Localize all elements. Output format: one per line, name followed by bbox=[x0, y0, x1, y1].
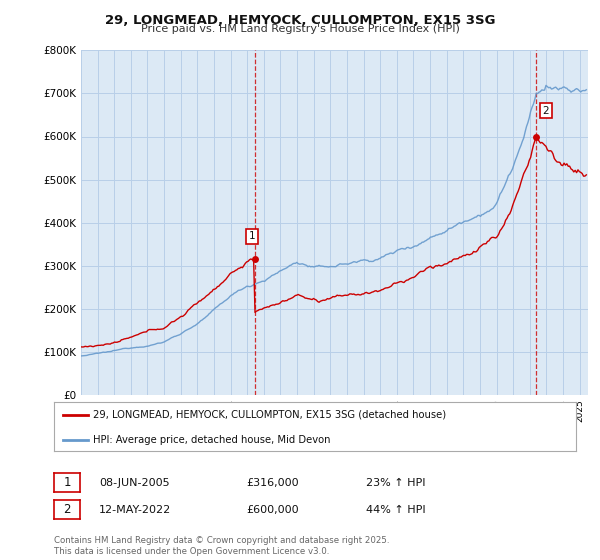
Text: 1: 1 bbox=[249, 231, 256, 241]
Text: 2: 2 bbox=[542, 106, 549, 116]
Text: 2: 2 bbox=[64, 503, 71, 516]
Text: Contains HM Land Registry data © Crown copyright and database right 2025.
This d: Contains HM Land Registry data © Crown c… bbox=[54, 536, 389, 556]
Text: £316,000: £316,000 bbox=[246, 478, 299, 488]
Text: HPI: Average price, detached house, Mid Devon: HPI: Average price, detached house, Mid … bbox=[93, 435, 331, 445]
Text: 29, LONGMEAD, HEMYOCK, CULLOMPTON, EX15 3SG (detached house): 29, LONGMEAD, HEMYOCK, CULLOMPTON, EX15 … bbox=[93, 410, 446, 420]
Text: 44% ↑ HPI: 44% ↑ HPI bbox=[366, 505, 425, 515]
Text: 23% ↑ HPI: 23% ↑ HPI bbox=[366, 478, 425, 488]
Text: 1: 1 bbox=[64, 476, 71, 489]
Text: 12-MAY-2022: 12-MAY-2022 bbox=[99, 505, 171, 515]
Text: 08-JUN-2005: 08-JUN-2005 bbox=[99, 478, 170, 488]
Text: Price paid vs. HM Land Registry's House Price Index (HPI): Price paid vs. HM Land Registry's House … bbox=[140, 24, 460, 34]
Text: £600,000: £600,000 bbox=[246, 505, 299, 515]
Text: 29, LONGMEAD, HEMYOCK, CULLOMPTON, EX15 3SG: 29, LONGMEAD, HEMYOCK, CULLOMPTON, EX15 … bbox=[105, 14, 495, 27]
